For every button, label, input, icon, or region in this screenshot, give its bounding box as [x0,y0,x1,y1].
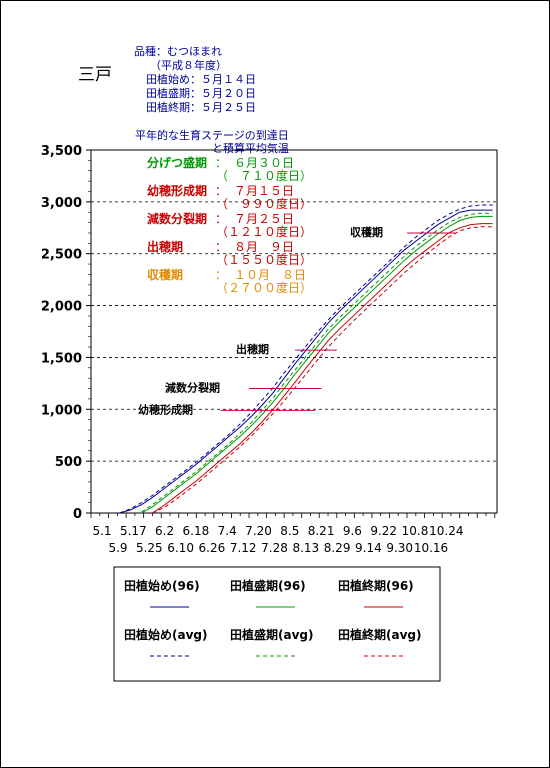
x-axis: 5.1 5.17 6.2 6.18 7.4 7.20 8.5 8.21 9.6 9.22 10.8 1… [90,513,496,555]
stage-date: ８月 ９日 [234,240,294,254]
stage-gdd: （ ７１０度日） [216,168,312,183]
stage-gdd: （１２１０度日） [216,224,312,239]
series-line-3 [119,204,493,514]
stage-name: 出穂期 [147,239,183,254]
chart-title: 平年的な生育ステージの到達日 [135,128,289,142]
y-tick-label: 500 [55,455,82,470]
y-tick-label: 2,000 [41,300,82,315]
y-tick-label: 3,000 [41,196,82,211]
stage-sep: ： [215,240,227,254]
series-line-2 [152,223,493,514]
stage-gdd: （２７００度日） [216,280,312,295]
stage-gdd: （ ９９０度日） [216,196,312,211]
stage-line-label: 収穫期 [350,225,383,239]
stage-gdd: （１５５０度日） [216,252,312,267]
stage-date: ６月３０日 [234,156,294,170]
x-tick-label: 9.6 [343,524,362,538]
stage-table: 分げつ盛期 ： ６月３０日（ ７１０度日） 幼穂形成期 ： ７月１５日（ ９９０度日） 減数… [147,155,312,295]
x-tick-label: 5.1 [92,524,111,538]
stage-line-label: 幼穂形成期 [138,402,193,416]
x-tick-label: 6.2 [155,524,174,538]
x-tick-label: 9.14 [355,541,382,555]
x-tick-label: 8.21 [308,524,335,538]
plot-frame [90,149,498,514]
series-layer [119,204,493,514]
x-tick-label: 7.12 [230,541,257,555]
x-tick-label: 8.13 [292,541,319,555]
stage-name: 分げつ盛期 [147,155,207,170]
series-line-4 [141,212,493,513]
stage-date: ７月１５日 [234,184,294,198]
stage-sep: ： [215,156,227,170]
stage-sep: ： [215,184,227,198]
x-tick-label: 9.22 [370,524,397,538]
stage-sep: ： [215,212,227,226]
x-tick-label: 7.20 [245,524,272,538]
x-tick-label: 8.5 [280,524,299,538]
variety-line-3: 田植始め：５月１４日 [146,72,256,86]
legend-label: 田植終期(96) [338,578,414,593]
stage-name: 減数分裂期 [147,211,207,226]
stage-line-label: 出穂期 [236,342,269,356]
plot-area [90,149,498,514]
stage-date: １０月 ８日 [234,268,306,282]
x-tick-label: 5.9 [108,541,127,555]
variety-line-1: 品種：むつほまれ [134,44,222,58]
x-tick-label: 6.26 [199,541,226,555]
x-tick-label: 6.10 [167,541,194,555]
x-tick-label: 9.30 [386,541,413,555]
y-tick-label: 1,500 [41,351,82,366]
chart-subtitle: と積算平均気温 [212,141,289,155]
stage-name: 収穫期 [147,267,183,282]
stage-date: ７月２５日 [234,212,294,226]
legend-label: 田植始め(avg) [124,627,207,642]
stage-name: 幼穂形成期 [147,183,207,198]
stage-sep: ： [215,268,227,282]
stage-line-label: 減数分裂期 [165,381,220,395]
series-line-5 [152,226,493,514]
site-name: 三戸 [78,65,112,85]
variety-line-4: 田植盛期：５月２０日 [146,86,256,100]
legend-label: 田植終期(avg) [338,627,421,642]
variety-line-2: （平成８年度） [150,58,227,72]
x-tick-label: 10.24 [429,524,463,538]
series-line-1 [141,215,493,514]
y-tick-label: 1,000 [41,403,82,418]
x-tick-label: 8.29 [324,541,351,555]
x-tick-label: 10.8 [402,524,429,538]
x-tick-label: 6.18 [183,524,210,538]
x-tick-label: 5.25 [136,541,163,555]
y-tick-label: 3,500 [41,144,82,159]
legend-label: 田植始め(96) [124,578,200,593]
x-tick-label: 7.4 [218,524,237,538]
x-tick-label: 5.17 [120,524,147,538]
legend: 田植始め(96) 田植盛期(96) 田植終期(96) 田植始め(avg) 田植盛期(av… [124,578,421,657]
x-tick-label: 10.16 [414,541,448,555]
variety-line-5: 田植終期：５月２５日 [146,100,256,114]
y-tick-label: 2,500 [41,248,82,263]
legend-label: 田植盛期(96) [230,578,306,593]
y-tick-label: 0 [73,507,82,522]
legend-label: 田植盛期(avg) [230,627,313,642]
x-tick-label: 7.28 [261,541,288,555]
y-axis: 0 500 1,000 1,500 2,000 2,500 3,000 3,500 [41,144,91,522]
legend-box [113,566,441,682]
